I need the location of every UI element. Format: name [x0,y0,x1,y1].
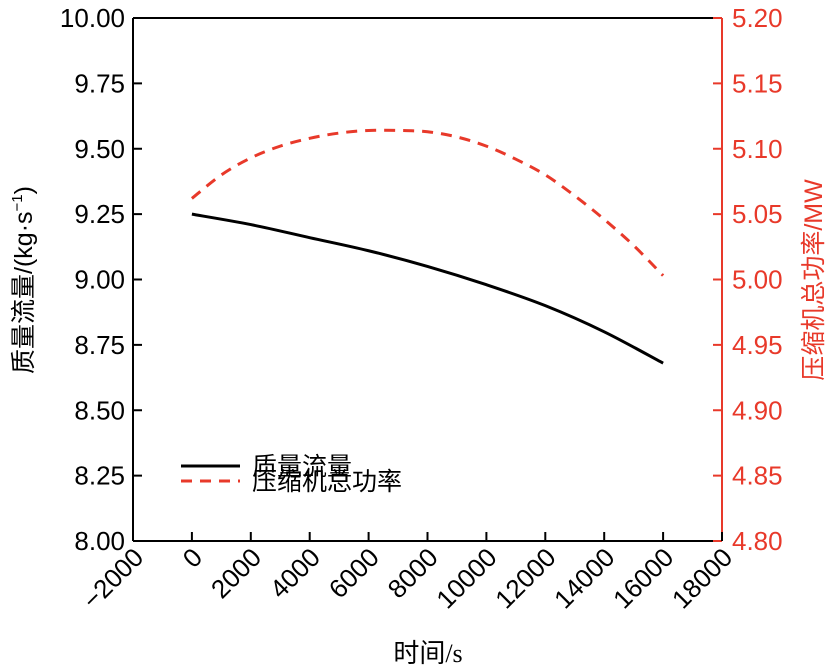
right-y-tick-label: 4.95 [732,330,783,360]
left-y-tick-label: 10.00 [60,3,125,33]
series-layer [190,128,665,365]
x-axis-title: 时间/s [393,639,462,668]
right-y-tick-label: 5.05 [732,199,783,229]
right-y-tick-label: 4.85 [732,461,783,491]
right-y-tick-label: 5.00 [732,265,783,295]
mass-flow-line [191,212,664,365]
right-y-tick-label: 5.20 [732,3,783,33]
right-y-tick-label: 4.80 [732,526,783,556]
axes-layer: 8.00 8.25 8.50 8.75 9.00 9.25 9.50 9.75 10.00 4.8… [60,3,783,615]
left-y-tick-label: 8.50 [74,395,125,425]
x-tick-label: 0 [177,542,208,573]
left-y-tick-label: 9.50 [74,134,125,164]
x-tick-label: 14000 [548,542,620,614]
left-y-tick-label: 8.75 [74,330,125,360]
right-y-tick-label: 4.90 [732,395,783,425]
x-tick-label: 16000 [607,542,679,614]
x-tick-label: 4000 [264,542,326,604]
left-y-tick-label: 9.25 [74,199,125,229]
x-tick-label: 6000 [323,542,385,604]
x-tick-label: 2000 [205,542,267,604]
x-tick-label: 18000 [666,542,738,614]
left-y-tick-label: 8.00 [74,526,125,556]
legend: 质量流量 压缩机总功率 [181,453,402,496]
legend-mass-flow-label: 质量流量 [252,453,352,481]
left-axis-title-superscript: −1 [9,194,26,211]
left-axis-title: 质量流量/(kg·s−1) [9,186,38,374]
right-y-tick-label: 5.10 [732,134,783,164]
x-tick-label: 12000 [489,542,561,614]
legend-power-label: 压缩机总功率 [252,468,402,496]
left-y-tick-label: 9.00 [74,265,125,295]
right-axis-title: 压缩机总功率/MW [800,179,828,381]
left-y-tick-label: 9.75 [74,68,125,98]
x-tick-label: 10000 [430,542,502,614]
left-y-tick-label: 8.25 [74,461,125,491]
compressor-power-line [190,128,665,277]
right-y-tick-label: 5.15 [732,68,783,98]
